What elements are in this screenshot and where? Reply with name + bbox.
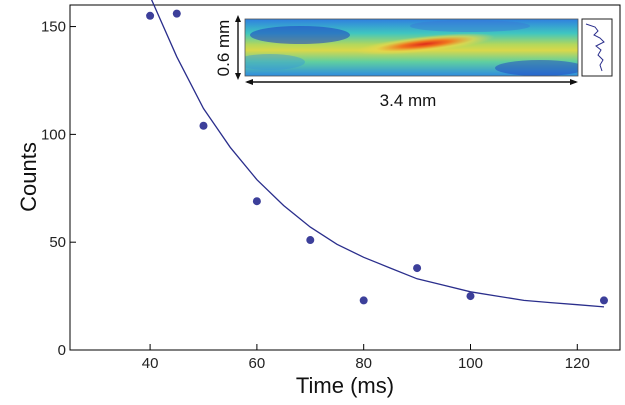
data-point	[252, 197, 261, 206]
inset-image: 3.4 mm 0.6 mm	[214, 15, 613, 110]
y-tick-label: 150	[41, 19, 66, 36]
data-points-group	[146, 9, 608, 305]
data-point	[599, 296, 608, 305]
plot-frame	[69, 4, 621, 351]
data-point	[359, 296, 368, 305]
inset-height-label: 0.6 mm	[214, 20, 233, 77]
data-point	[172, 9, 181, 18]
x-tick-label: 80	[355, 355, 372, 372]
x-tick-label: 100	[458, 355, 483, 372]
x-axis: 40 60 80 100 120	[142, 344, 590, 372]
data-point	[306, 236, 315, 245]
y-axis-title: Counts	[16, 142, 41, 212]
inset-hotspot	[355, 33, 495, 55]
data-point	[146, 11, 155, 20]
fit-curve	[150, 0, 605, 308]
y-tick-label: 0	[58, 342, 66, 359]
data-point	[466, 292, 475, 301]
inset-width-label: 3.4 mm	[380, 91, 437, 110]
inset-profile-line	[585, 23, 605, 72]
data-point	[413, 264, 422, 273]
data-point	[199, 121, 208, 130]
x-tick-label: 40	[142, 355, 159, 372]
x-tick-label: 120	[565, 355, 590, 372]
y-tick-label: 100	[41, 126, 66, 143]
fit-curve-group	[150, 0, 605, 308]
x-axis-title: Time (ms)	[296, 373, 394, 398]
y-axis: 0 50 100 150	[41, 19, 76, 359]
x-tick-label: 60	[249, 355, 266, 372]
inset-profile-box	[581, 18, 613, 77]
y-tick-label: 50	[49, 234, 66, 251]
